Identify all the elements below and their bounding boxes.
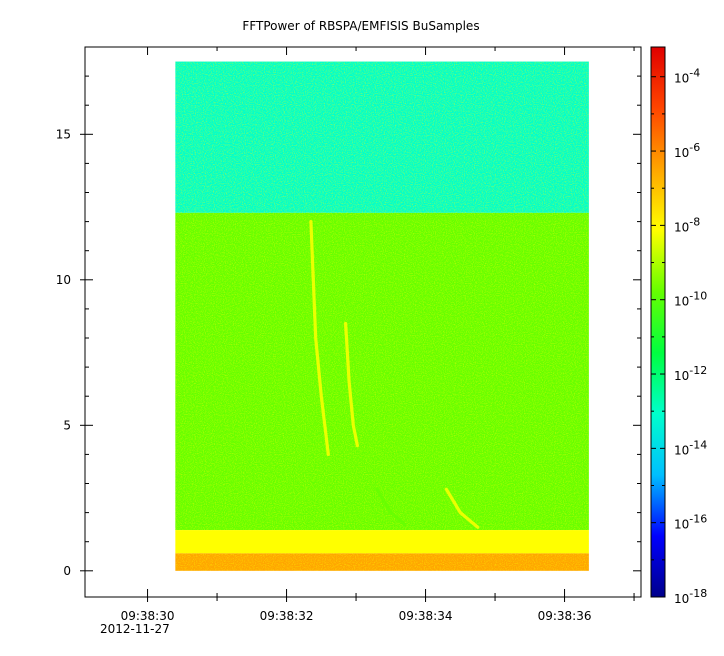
colorbar-bar [650,46,666,598]
spectrogram-texture [175,61,589,571]
emission-feature [375,487,407,526]
colorbar-tick-label: 10-14 [674,438,707,457]
y-tick-label: 15 [56,127,71,141]
colorbar-tick-base: 10 [674,518,689,532]
x-tick-label: 09:38:30 [121,609,175,623]
colorbar-tick-label: 10-16 [674,513,707,532]
axes [84,46,642,598]
y-tick-label: 10 [56,273,71,287]
emission-feature [309,220,330,456]
colorbar-tick-exponent: -4 [689,67,700,80]
colorbar-tick-exponent: -12 [689,364,707,377]
emission-feature [344,321,359,448]
colorbar-tick-label: 10-4 [674,67,700,86]
colorbar-tick-exponent: -8 [689,215,700,228]
colorbar-tick-label: 10-10 [674,290,707,309]
x-tick-label: 09:38:32 [260,609,314,623]
colorbar-tick-base: 10 [674,220,689,234]
colorbar-tick-exponent: -14 [689,438,707,451]
x-axis: 09:38:30 09:38:32 09:38:34 09:38:36 [121,47,635,623]
colorbar-tick-base: 10 [674,369,689,383]
plot-frame [84,46,642,598]
y-tick-label: 5 [63,418,71,432]
colorbar-tick-label: 10-8 [674,215,700,234]
colorbar-tick-exponent: -18 [689,587,707,600]
x-tick-label: 09:38:34 [399,609,453,623]
y-tick-label: 0 [63,564,71,578]
colorbar-tick-base: 10 [674,443,689,457]
plot-area [175,61,589,571]
colorbar-tick-label: 10-12 [674,364,707,383]
x-axis-date-label: 2012-11-27 [100,622,170,636]
colorbar-tick-base: 10 [674,72,689,86]
y-axis: 0 5 10 15 [56,75,641,578]
colorbar-tick-label: 10-6 [674,141,700,160]
colorbar-tick-exponent: -10 [689,290,707,303]
colorbar-tick-base: 10 [674,592,689,606]
colorbar-tick-base: 10 [674,295,689,309]
x-tick-label: 09:38:36 [538,609,592,623]
colorbar-tick-base: 10 [674,146,689,160]
chart-title: FFTPower of RBSPA/EMFISIS BuSamples [242,19,479,33]
emission-feature [444,487,480,529]
colorbar-tick-exponent: -16 [689,513,707,526]
colorbar-tick-label: 10-18 [674,587,707,606]
colorbar-tick-exponent: -6 [689,141,700,154]
